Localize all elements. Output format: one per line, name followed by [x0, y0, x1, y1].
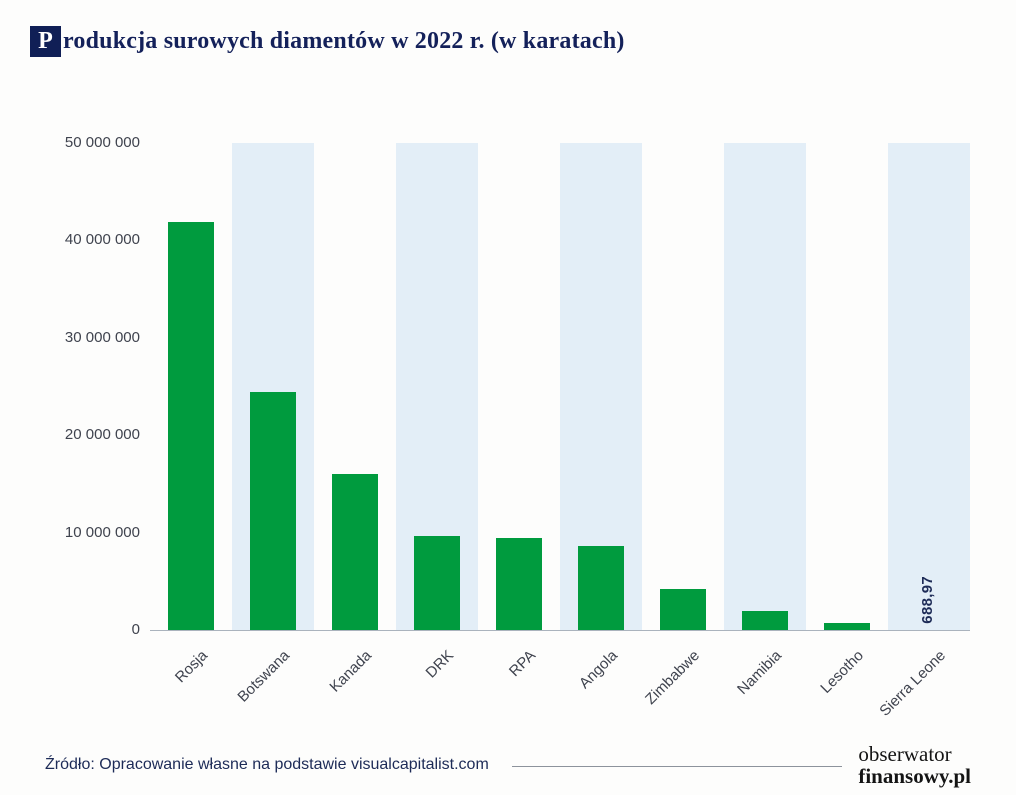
y-tick-label: 30 000 000 — [64, 328, 140, 346]
chart-header: P rodukcja surowych diamentów w 2022 r. … — [30, 26, 625, 57]
bar-rpa — [496, 538, 542, 630]
footer-divider — [512, 766, 842, 767]
y-tick-label: 50 000 000 — [64, 134, 140, 151]
column-stripe — [724, 143, 806, 630]
bar-zimbabwe — [660, 589, 706, 630]
bar-kanada — [332, 474, 378, 630]
x-tick-label-rpa: RPA — [505, 647, 540, 681]
brand-line-obserwator: obserwator — [858, 742, 952, 766]
bar-drk — [414, 536, 460, 630]
title-drop-cap: P — [30, 26, 61, 57]
y-tick-label: 0 — [131, 621, 140, 638]
x-tick-label-rosja: Rosja — [171, 647, 212, 687]
x-axis-labels: Rosja Botswana Kanada DRK RPA Angola Zimbabwe N… — [150, 631, 970, 741]
y-axis: 0 10 000 000 20 000 000 30 000 000 40 000 00… — [35, 134, 140, 638]
bar-lesotho — [824, 623, 870, 630]
y-tick-label: 20 000 000 — [64, 426, 140, 444]
x-tick-label-drk: DRK — [422, 647, 458, 682]
x-tick-label-namibia: Namibia — [734, 647, 786, 698]
bar-namibia — [742, 611, 788, 630]
x-tick-label-zimbabwe: Zimbabwe — [642, 647, 704, 708]
bar-botswana — [250, 392, 296, 630]
bar-rosja — [168, 222, 214, 630]
bar-angola — [578, 546, 624, 630]
column-stripe — [888, 143, 970, 630]
x-tick-label-botswana: Botswana — [234, 647, 294, 706]
x-tick-label-lesotho: Lesotho — [817, 647, 868, 697]
x-tick-label-sierra-leone: Sierra Leone — [876, 647, 950, 720]
brand-logo: obserwator finansowy.pl — [858, 744, 971, 787]
y-tick-label: 40 000 000 — [64, 231, 140, 249]
x-tick-label-angola: Angola — [575, 647, 622, 693]
source-note: Źródło: Opracowanie własne na podstawie … — [45, 756, 489, 773]
x-tick-label-kanada: Kanada — [326, 647, 376, 696]
brand-line-finansowy: finansowy.pl — [858, 764, 971, 788]
y-tick-label: 10 000 000 — [64, 523, 140, 541]
plot-area: 688,97 — [150, 143, 970, 631]
bar-value-annotation: 688,97 — [919, 576, 936, 624]
page-title: rodukcja surowych diamentów w 2022 r. (w… — [63, 28, 625, 54]
